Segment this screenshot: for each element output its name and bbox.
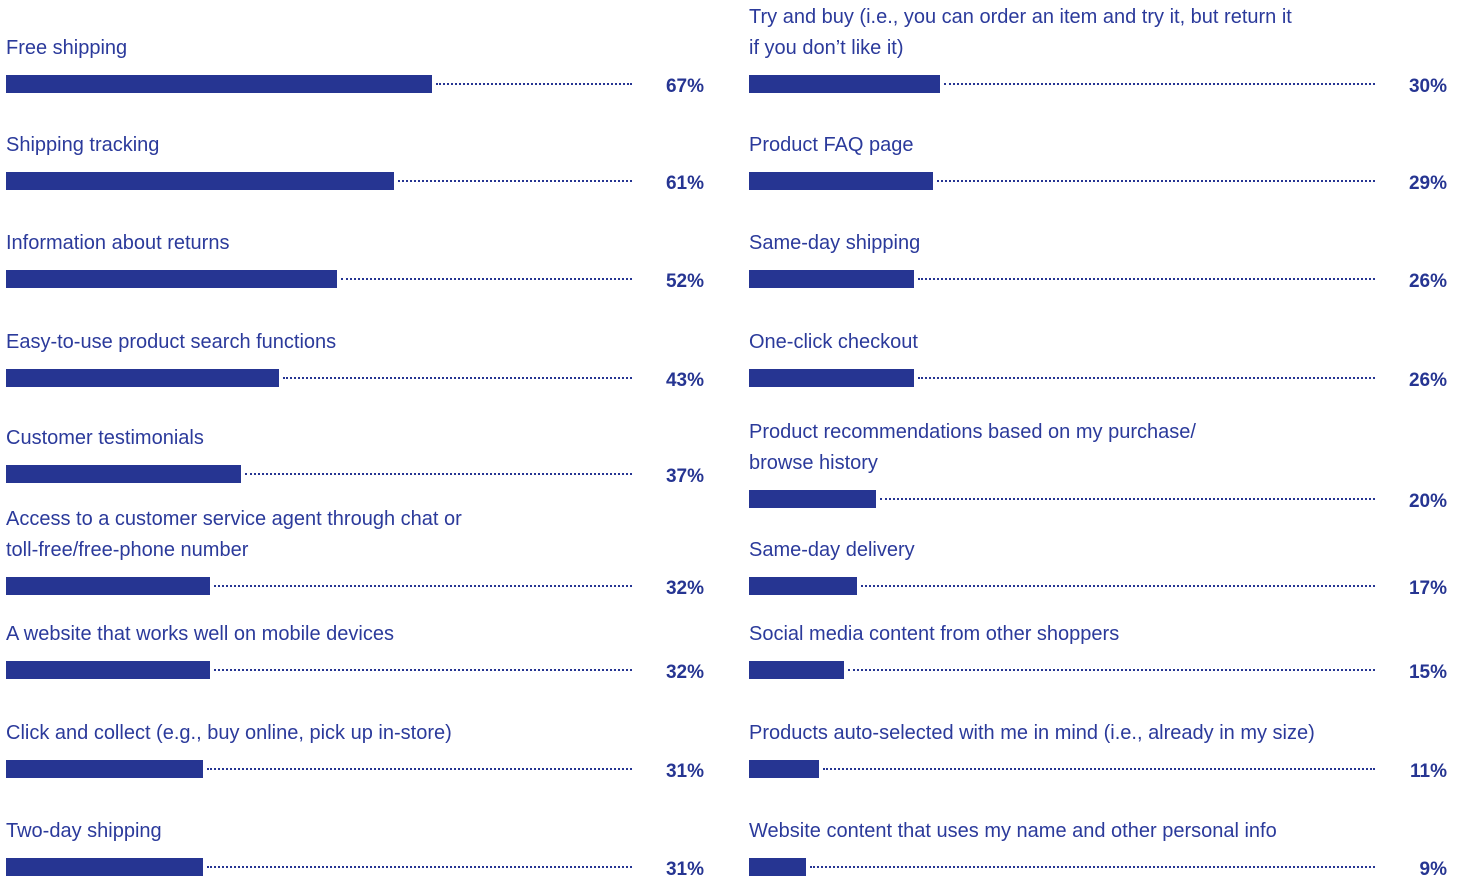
leader-dots bbox=[918, 377, 1375, 379]
category-label: Information about returns bbox=[6, 232, 230, 254]
chart-row: A website that works well on mobile devi… bbox=[6, 619, 704, 685]
chart-row: Social media content from other shoppers… bbox=[749, 619, 1447, 685]
leader-dots bbox=[397, 180, 632, 182]
bar bbox=[6, 661, 210, 679]
value-label: 17% bbox=[1408, 578, 1447, 599]
leader-dots bbox=[340, 278, 632, 280]
value-label: 31% bbox=[665, 859, 704, 880]
category-label: Free shipping bbox=[6, 37, 128, 59]
leader-dots bbox=[245, 473, 632, 475]
leader-dots bbox=[880, 498, 1375, 500]
value-label: 31% bbox=[665, 761, 704, 782]
chart-row: Shipping tracking 61% bbox=[6, 130, 704, 196]
leader-dots bbox=[810, 866, 1375, 868]
bar bbox=[6, 577, 210, 595]
value-label: 20% bbox=[1408, 491, 1447, 512]
chart-row: Same-day shipping 26% bbox=[749, 228, 1447, 294]
bar bbox=[749, 369, 915, 387]
category-label: if you don’t like it) bbox=[749, 37, 904, 59]
value-label: 26% bbox=[1408, 271, 1447, 292]
value-label: 32% bbox=[665, 578, 704, 599]
value-label: 15% bbox=[1408, 662, 1447, 683]
category-label: Access to a customer service agent throu… bbox=[6, 508, 462, 530]
value-label: 61% bbox=[665, 173, 704, 194]
value-label: 67% bbox=[665, 76, 704, 97]
chart-row: Click and collect (e.g., buy online, pic… bbox=[6, 718, 704, 784]
bar bbox=[749, 760, 819, 778]
category-label: Same-day shipping bbox=[749, 232, 921, 254]
leader-dots bbox=[436, 83, 632, 85]
category-label: Website content that uses my name and ot… bbox=[749, 820, 1277, 842]
value-label: 37% bbox=[665, 466, 704, 487]
bar bbox=[749, 172, 934, 190]
bar bbox=[6, 858, 204, 876]
chart-row: Information about returns 52% bbox=[6, 228, 704, 294]
category-label: Products auto-selected with me in mind (… bbox=[749, 722, 1315, 744]
leader-dots bbox=[918, 278, 1375, 280]
value-label: 30% bbox=[1408, 76, 1447, 97]
bar bbox=[6, 172, 394, 190]
chart-row: Access to a customer service agent throu… bbox=[6, 504, 704, 601]
bar bbox=[749, 577, 858, 595]
leader-dots bbox=[861, 585, 1375, 587]
chart-row: Two-day shipping 31% bbox=[6, 816, 704, 882]
leader-dots bbox=[207, 768, 632, 770]
bar bbox=[6, 75, 433, 93]
category-label: Same-day delivery bbox=[749, 539, 915, 561]
chart-row: One-click checkout 26% bbox=[749, 327, 1447, 393]
value-label: 11% bbox=[1410, 761, 1447, 782]
chart-row: Website content that uses my name and ot… bbox=[749, 816, 1447, 882]
category-label: Click and collect (e.g., buy online, pic… bbox=[6, 722, 452, 744]
value-label: 43% bbox=[665, 370, 704, 391]
bar bbox=[749, 661, 845, 679]
chart-row: Products auto-selected with me in mind (… bbox=[749, 718, 1447, 784]
category-label: One-click checkout bbox=[749, 331, 918, 353]
bar bbox=[749, 490, 877, 508]
leader-dots bbox=[943, 83, 1375, 85]
value-label: 32% bbox=[665, 662, 704, 683]
bar bbox=[6, 270, 337, 288]
bar bbox=[6, 369, 280, 387]
chart-row: Product FAQ page 29% bbox=[749, 130, 1447, 196]
value-label: 29% bbox=[1408, 173, 1447, 194]
chart-row: Customer testimonials 37% bbox=[6, 423, 704, 489]
chart-row: Easy-to-use product search functions 43% bbox=[6, 327, 704, 393]
category-label: A website that works well on mobile devi… bbox=[6, 623, 394, 645]
category-label: Social media content from other shoppers bbox=[749, 623, 1120, 645]
category-label: Try and buy (i.e., you can order an item… bbox=[749, 6, 1292, 28]
category-label: browse history bbox=[749, 452, 878, 474]
category-label: Customer testimonials bbox=[6, 427, 204, 449]
category-label: Shipping tracking bbox=[6, 134, 160, 156]
category-label: Product recommendations based on my purc… bbox=[749, 421, 1196, 443]
bar bbox=[749, 75, 940, 93]
leader-dots bbox=[213, 585, 632, 587]
category-label: Two-day shipping bbox=[6, 820, 162, 842]
leader-dots bbox=[822, 768, 1375, 770]
chart-row: Try and buy (i.e., you can order an item… bbox=[749, 2, 1447, 99]
bar bbox=[6, 760, 204, 778]
leader-dots bbox=[213, 669, 632, 671]
bar bbox=[6, 465, 242, 483]
category-label: Easy-to-use product search functions bbox=[6, 331, 337, 353]
chart-row: Product recommendations based on my purc… bbox=[749, 417, 1447, 514]
chart-row: Free shipping 67% bbox=[6, 33, 704, 99]
value-label: 26% bbox=[1408, 370, 1447, 391]
chart-row: Same-day delivery 17% bbox=[749, 535, 1447, 601]
bar bbox=[749, 270, 915, 288]
leader-dots bbox=[937, 180, 1375, 182]
bar bbox=[749, 858, 807, 876]
leader-dots bbox=[207, 866, 632, 868]
category-label: toll-free/free-phone number bbox=[6, 539, 249, 561]
category-label: Product FAQ page bbox=[749, 134, 914, 156]
leader-dots bbox=[848, 669, 1375, 671]
leader-dots bbox=[283, 377, 632, 379]
value-label: 9% bbox=[1419, 859, 1447, 880]
value-label: 52% bbox=[665, 271, 704, 292]
